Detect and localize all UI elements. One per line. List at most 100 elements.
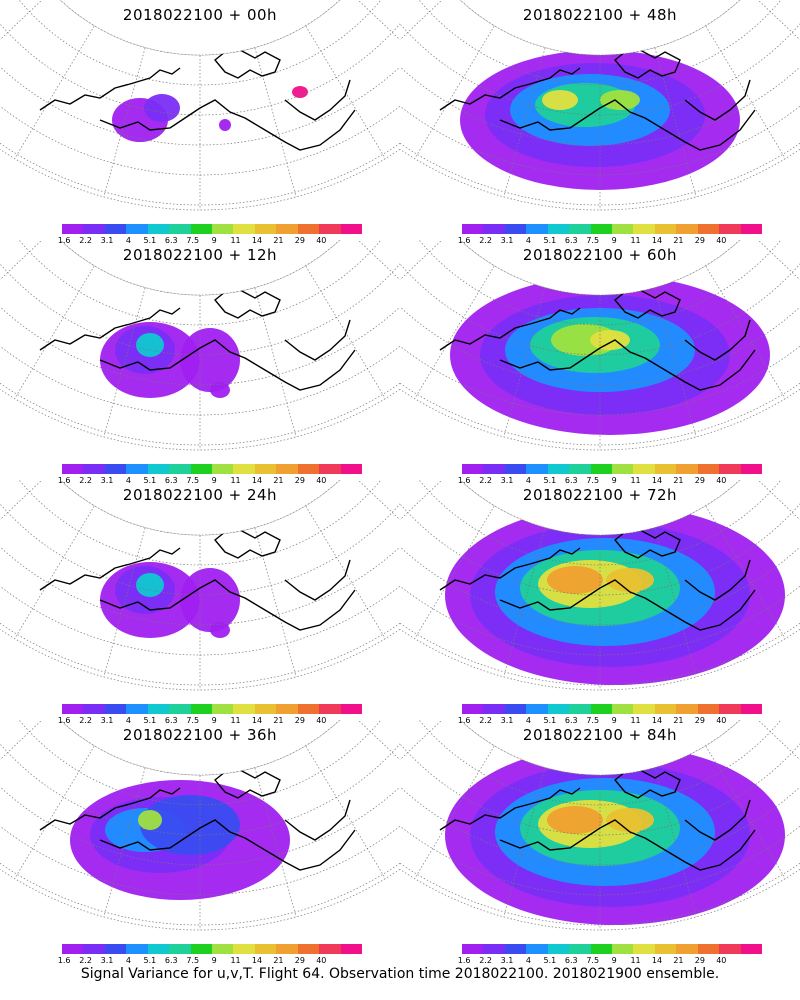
coastline: [499, 819, 756, 871]
map-panel-12h: 2018022100 + 12h 1.6 2.2 3.1 4 5.1 6.3 7.5 9 11 1…: [0, 240, 400, 485]
colorbar-labels: 1.6 2.2 3.1 4 5.1 6.3 7.5 9 11 14 21 29 40: [458, 716, 762, 726]
colorbar-segment: [590, 704, 613, 714]
colorbar-segment: [233, 944, 256, 954]
colorbar-segment: [676, 224, 699, 234]
colorbar-segment: [462, 224, 484, 234]
map-frame: [0, 0, 400, 211]
variance-field: [0, 720, 400, 930]
colorbar-tick-label: 21: [273, 956, 284, 965]
colorbar-tick-label: 11: [630, 236, 641, 245]
variance-blob: [219, 119, 231, 131]
coastline: [439, 787, 581, 831]
colorbar-segment: [740, 704, 763, 714]
colorbar-tick-label: 7.5: [186, 476, 200, 485]
map-panel-48h: 2018022100 + 48h 1.6 2.2 3.1 4 5.1 6.3 7.5 9 11 1…: [400, 0, 800, 245]
colorbar-segment: [569, 464, 592, 474]
colorbar-segment: [319, 944, 342, 954]
colorbar-tick-label: 40: [716, 236, 727, 245]
colorbar-tick-label: 6.3: [164, 476, 178, 485]
colorbar-segment: [319, 464, 342, 474]
colorbar-segment: [62, 704, 84, 714]
colorbar-segment: [504, 704, 527, 714]
colorbar-segment: [676, 704, 699, 714]
colorbar-segment: [62, 944, 84, 954]
colorbar-segment: [104, 224, 127, 234]
colorbar-tick-label: 5.1: [543, 236, 557, 245]
colorbar-tick-label: 4: [125, 956, 131, 965]
variance-blob: [292, 86, 308, 98]
colorbar-segment: [212, 464, 234, 474]
colorbar-segment: [340, 224, 363, 234]
colorbar-tick-label: 9: [611, 476, 617, 485]
colorbar-tick-label: 6.3: [164, 716, 178, 725]
coastline: [439, 67, 581, 111]
colorbar-segment: [526, 944, 549, 954]
colorbar-labels: 1.6 2.2 3.1 4 5.1 6.3 7.5 9 11 14 21 29 40: [458, 236, 762, 246]
coastline: [214, 529, 281, 559]
colorbar-segment: [104, 704, 127, 714]
variance-blob: [547, 806, 603, 834]
colorbar-tick-label: 3.1: [500, 956, 514, 965]
colorbar-tick-label: 9: [211, 476, 217, 485]
colorbar-segment: [276, 704, 299, 714]
colorbar-segment: [169, 464, 192, 474]
coastline: [284, 319, 351, 361]
variance-blob: [547, 566, 603, 594]
variance-field: [400, 720, 800, 930]
colorbar-segment: [697, 224, 720, 234]
colorbar-tick-label: 2.2: [79, 476, 92, 485]
colorbar-segment: [126, 224, 149, 234]
colorbar-tick-label: 9: [611, 716, 617, 725]
coastline: [439, 547, 581, 591]
colorbar-labels: 1.6 2.2 3.1 4 5.1 6.3 7.5 9 11 14 21 29 40: [58, 956, 362, 966]
colorbar-segment: [190, 704, 213, 714]
colorbar-tick-label: 7.5: [586, 476, 600, 485]
colorbar-segment: [83, 464, 106, 474]
colorbar-segment: [462, 944, 484, 954]
colorbar-tick-label: 40: [716, 956, 727, 965]
variance-field: [0, 0, 400, 210]
colorbar-tick-label: 4: [125, 476, 131, 485]
colorbar-segment: [569, 224, 592, 234]
colorbar-segment: [697, 464, 720, 474]
map-canvas: [400, 240, 800, 451]
colorbar-segment: [483, 464, 506, 474]
colorbar-segment: [62, 464, 84, 474]
colorbar: [462, 224, 763, 234]
colorbar-tick-label: 7.5: [586, 956, 600, 965]
coastline: [499, 99, 756, 151]
latitude-line: [0, 2, 400, 176]
panel-title: 2018022100 + 48h: [522, 6, 678, 24]
colorbar-segment: [276, 464, 299, 474]
colorbar-segment: [104, 464, 127, 474]
colorbar-segment: [483, 944, 506, 954]
colorbar-tick-label: 7.5: [186, 956, 200, 965]
colorbar-tick-label: 3.1: [500, 236, 514, 245]
colorbar: [462, 944, 763, 954]
latitude-line: [400, 480, 800, 596]
colorbar-segment: [276, 944, 299, 954]
colorbar-tick-label: 40: [716, 476, 727, 485]
map-frame: [0, 720, 400, 931]
variance-blob: [180, 568, 240, 632]
colorbar-tick-label: 14: [651, 716, 663, 725]
colorbar-tick-label: 1.6: [57, 236, 71, 245]
colorbar-segment: [340, 944, 363, 954]
colorbar-tick-label: 7.5: [586, 236, 600, 245]
colorbar-segment: [633, 224, 656, 234]
map-canvas: [400, 720, 800, 931]
colorbar-segment: [62, 224, 84, 234]
colorbar-segment: [340, 704, 363, 714]
colorbar-segment: [483, 224, 506, 234]
colorbar-segment: [254, 464, 277, 474]
colorbar-tick-label: 5.1: [143, 716, 157, 725]
map-canvas: [0, 0, 400, 211]
variance-blob: [606, 808, 654, 832]
variance-blob: [144, 94, 180, 122]
colorbar-segment: [190, 944, 213, 954]
colorbar-tick-label: 5.1: [143, 956, 157, 965]
colorbar-tick-label: 11: [630, 716, 641, 725]
colorbar-labels: 1.6 2.2 3.1 4 5.1 6.3 7.5 9 11 14 21 29 40: [58, 236, 362, 246]
colorbar-tick-label: 5.1: [143, 476, 157, 485]
map-panel-36h: 2018022100 + 36h 1.6 2.2 3.1 4 5.1 6.3 7.5 9 11 1…: [0, 720, 400, 965]
